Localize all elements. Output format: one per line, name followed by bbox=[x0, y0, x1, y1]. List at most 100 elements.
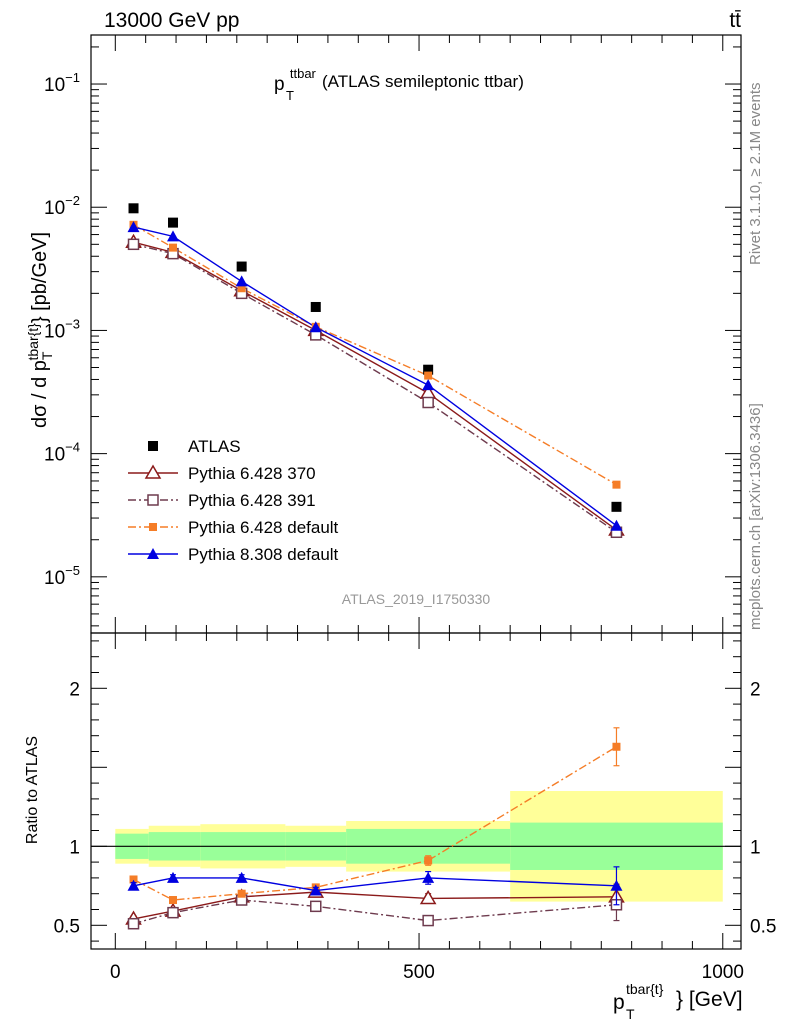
main-y-tick-label: 10−2 bbox=[44, 193, 80, 219]
legend-label: Pythia 6.428 370 bbox=[188, 464, 316, 483]
main-data-point bbox=[310, 301, 321, 312]
tick-label-exponent: −1 bbox=[65, 70, 80, 85]
ratio-data-point bbox=[167, 871, 180, 883]
tick-label-base: 10 bbox=[44, 445, 65, 466]
xlabel-symbol: p bbox=[613, 991, 625, 1014]
tick-label-exponent: −3 bbox=[65, 316, 80, 331]
x-tick-label: 0 bbox=[110, 962, 121, 983]
xlabel-unit: } [GeV] bbox=[676, 988, 743, 1011]
main-axis-ticks: 10−110−210−310−410−5 bbox=[44, 35, 741, 633]
main-ylabel-part: T bbox=[39, 351, 55, 360]
ratio-plot-frame bbox=[90, 632, 742, 950]
plot-title-superscript: ttbar bbox=[290, 66, 317, 81]
main-data-point bbox=[422, 396, 434, 409]
legend-label: ATLAS bbox=[188, 437, 241, 456]
legend-marker bbox=[148, 441, 158, 451]
tick-label-base: 10 bbox=[44, 198, 65, 219]
ratio-y-tick-label: 0.5 bbox=[54, 916, 80, 937]
main-data-point bbox=[611, 501, 622, 512]
ratio-data-point bbox=[610, 879, 623, 891]
main-ylabel-part: dσ / d p bbox=[29, 360, 51, 428]
main-data-point bbox=[167, 230, 180, 242]
ratio-ylabel-text: Ratio to ATLAS bbox=[24, 736, 41, 844]
ratio-y-tick-label: 1 bbox=[69, 837, 80, 858]
main-series-line bbox=[133, 243, 617, 533]
ratio-axis-ticks: 0.5 0.5 1 1 2 2 bbox=[54, 633, 776, 949]
tick-label-exponent: −2 bbox=[65, 193, 80, 208]
main-data-point bbox=[127, 238, 140, 251]
main-data-point bbox=[235, 275, 248, 287]
legend-marker bbox=[149, 523, 157, 531]
analysis-id-label: ATLAS_2019_I1750330 bbox=[342, 591, 491, 607]
ratio-data-point bbox=[169, 896, 178, 905]
plot-title-suffix: (ATLAS semileptonic ttbar) bbox=[322, 72, 524, 91]
plot-title-symbol: p bbox=[274, 74, 285, 95]
tick-label-base: 10 bbox=[44, 321, 65, 342]
main-data-point bbox=[169, 243, 178, 252]
ratio-series-group bbox=[125, 727, 625, 930]
main-ylabel-part: tbar{t} bbox=[25, 323, 41, 361]
x-tick-labels: 0 500 1000 bbox=[110, 962, 744, 983]
mcplots-site-label: mcplots.cern.ch [arXiv:1306.3436] bbox=[747, 403, 764, 630]
ratio-data-point bbox=[237, 889, 246, 898]
main-data-point bbox=[128, 203, 139, 214]
main-series-line bbox=[133, 226, 617, 527]
main-y-tick-label: 10−4 bbox=[44, 440, 80, 466]
main-data-point bbox=[237, 284, 246, 293]
main-ylabel-part: } [pb/GeV] bbox=[29, 232, 51, 323]
legend-marker bbox=[147, 494, 159, 506]
legend-label: Pythia 8.308 default bbox=[188, 545, 339, 564]
rivet-version-label: Rivet 3.1.10, ≥ 2.1M events bbox=[747, 83, 764, 266]
ratio-data-point bbox=[422, 871, 435, 883]
main-plot-frame bbox=[90, 34, 742, 634]
tick-label-base: 10 bbox=[44, 568, 65, 589]
legend-marker bbox=[147, 548, 159, 559]
ratio-ylabel: Ratio to ATLAS bbox=[24, 736, 41, 844]
main-data-point bbox=[309, 321, 322, 333]
header-energy-label: 13000 GeV pp bbox=[104, 9, 239, 32]
ratio-data-point bbox=[127, 879, 140, 891]
main-y-tick-label: 10−5 bbox=[44, 563, 80, 589]
main-data-point bbox=[236, 261, 247, 272]
ratio-data-point bbox=[310, 900, 322, 913]
ratio-series-line bbox=[133, 746, 617, 901]
ratio-data-point bbox=[422, 914, 434, 927]
main-ylabel: dσ / d pTtbar{t}} [pb/GeV] bbox=[25, 232, 55, 428]
ratio-y-tick-label-right: 0.5 bbox=[750, 916, 776, 937]
x-tick-label: 1000 bbox=[702, 962, 744, 983]
ratio-y-tick-label-right: 2 bbox=[750, 679, 761, 700]
xlabel-subscript: T bbox=[626, 1006, 635, 1022]
ratio-y-tick-label-right: 1 bbox=[750, 837, 761, 858]
main-y-tick-label: 10−1 bbox=[44, 70, 80, 96]
plot-title: p ttbar bbox=[274, 66, 317, 95]
main-series-group bbox=[125, 203, 625, 539]
ratio-data-point bbox=[424, 856, 433, 865]
ratio-data-point bbox=[419, 889, 437, 905]
main-data-point bbox=[422, 379, 435, 391]
main-data-point bbox=[612, 480, 621, 489]
main-data-point bbox=[127, 221, 140, 233]
ratio-y-tick-label: 2 bbox=[69, 679, 80, 700]
header-process-label: tt̄ bbox=[729, 9, 741, 32]
tick-label-exponent: −5 bbox=[65, 563, 80, 578]
main-y-tick-label: 10−3 bbox=[44, 316, 80, 342]
main-series-line bbox=[133, 241, 617, 531]
main-data-point bbox=[423, 364, 434, 375]
main-data-point bbox=[424, 371, 433, 380]
ratio-data-point bbox=[235, 871, 248, 883]
plot-title-subscript: T bbox=[286, 88, 294, 103]
ratio-series-line bbox=[133, 899, 617, 925]
ratio-series-line bbox=[133, 891, 617, 920]
ratio-data-point bbox=[129, 875, 138, 884]
legend: ATLAS Pythia 6.428 370 Pythia 6.428 391 Pyt… bbox=[128, 437, 339, 564]
tick-label-base: 10 bbox=[44, 75, 65, 96]
xlabel-superscript: tbar{t} bbox=[626, 981, 664, 997]
main-data-point bbox=[168, 217, 179, 228]
ratio-data-point bbox=[127, 917, 140, 930]
main-ylabel-text: dσ / d pTtbar{t}} [pb/GeV] bbox=[25, 232, 55, 428]
legend-label: Pythia 6.428 default bbox=[188, 518, 339, 537]
ratio-series-line bbox=[133, 877, 617, 892]
ratio-data-point bbox=[612, 742, 621, 751]
x-tick-label: 500 bbox=[403, 962, 435, 983]
